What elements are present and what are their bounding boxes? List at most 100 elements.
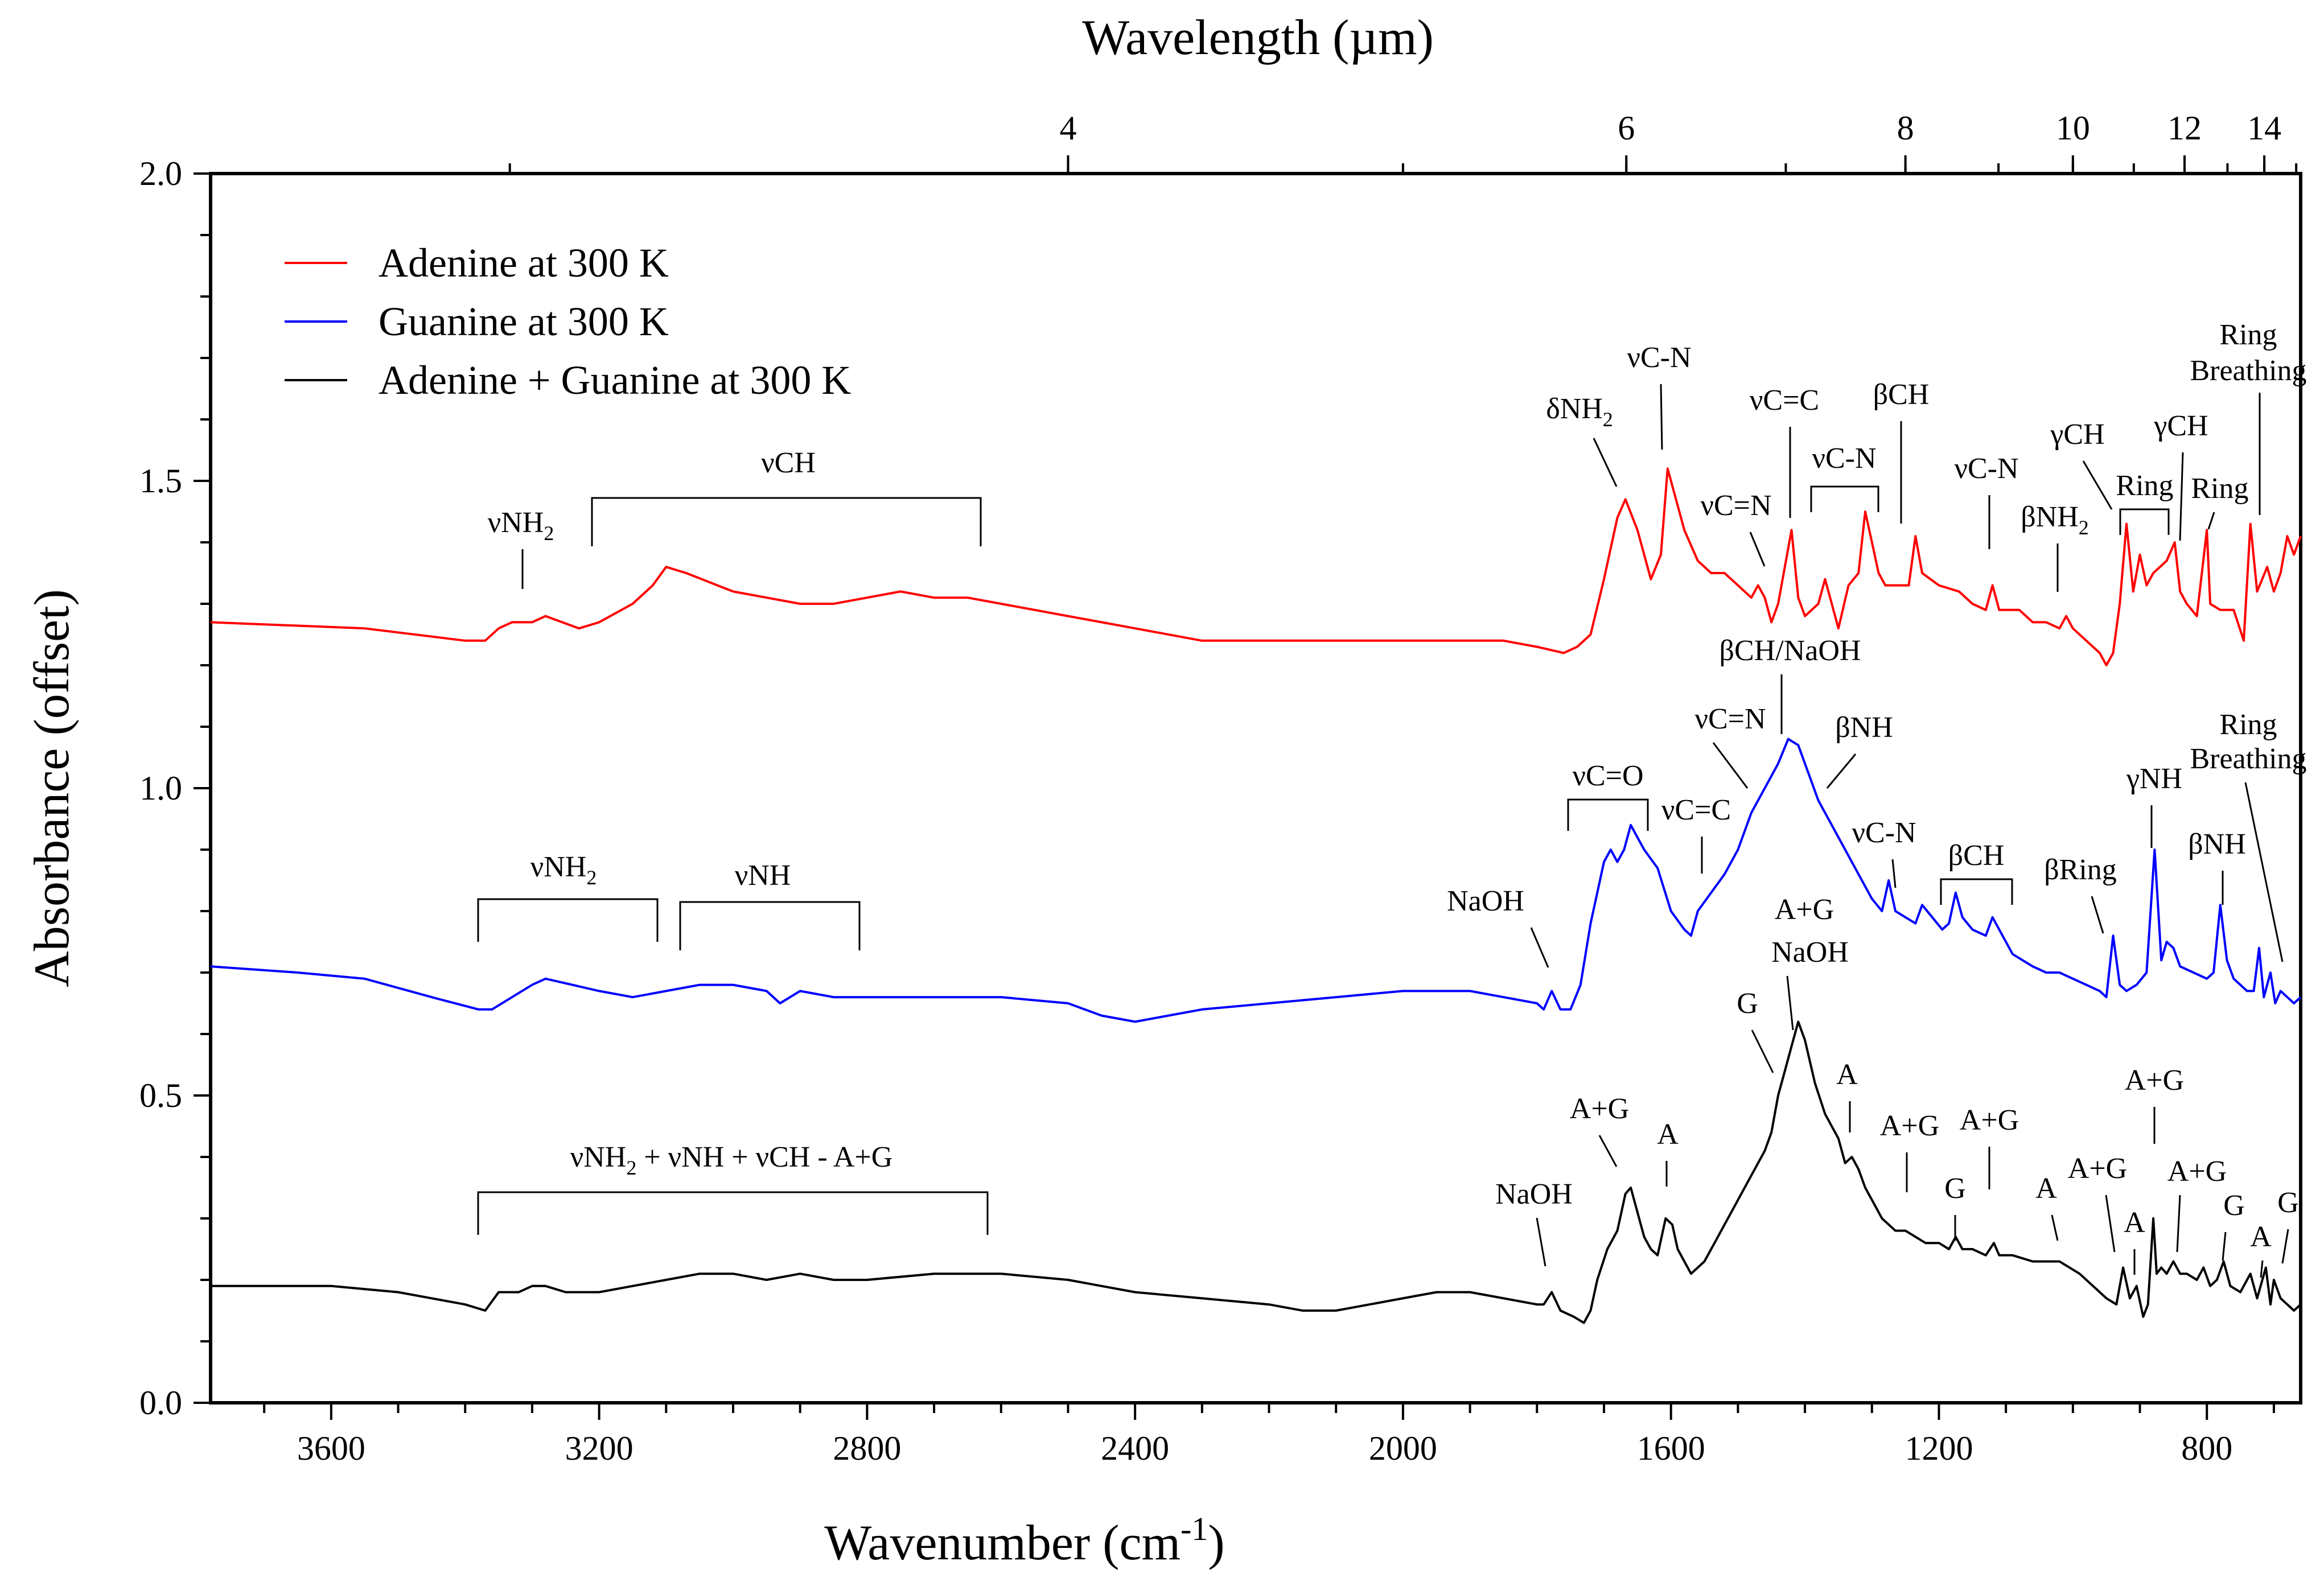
top-tick-label: 6 <box>1618 109 1635 147</box>
series-line-adenine <box>210 467 2302 666</box>
annotation-line <box>2176 1195 2181 1253</box>
annotation-adenine-ring_breathing_2: Breathing <box>2190 355 2306 387</box>
annotation-mixture-a_4: A <box>2124 1206 2145 1239</box>
legend-label-guanine: Guanine at 300 K <box>379 299 669 344</box>
annotation-guanine-nu_c_eq_c: νC=C <box>1661 794 1731 826</box>
annotation-mixture-a_3: A <box>2035 1172 2057 1205</box>
top-tick-label: 12 <box>2167 109 2202 147</box>
annotation-adenine-nu_cn_a: νC-N <box>1627 341 1691 374</box>
annotation-line <box>1593 438 1618 487</box>
annotation-line <box>1536 1217 1546 1267</box>
annotation-guanine-nu_cn: νC-N <box>1852 817 1916 849</box>
annotation-line <box>1598 1135 1618 1167</box>
annotation-line <box>2222 1231 2227 1261</box>
x-tick-label: 3200 <box>565 1430 634 1467</box>
annotation-mixture-g_4: G <box>2277 1187 2299 1219</box>
annotation-line <box>2260 1260 2264 1278</box>
annotation-line <box>2091 896 2104 934</box>
annotation-adenine-ring_b: Ring <box>2191 472 2248 505</box>
annotation-guanine-beta_nh_b: βNH <box>2188 828 2246 860</box>
top-tick-label: 4 <box>1059 109 1076 147</box>
y-tick-label: 0.5 <box>139 1077 182 1114</box>
y-axis-ticks: 0.0 0.5 1.0 1.5 2.0 <box>139 155 211 1422</box>
annotation-mixture-g_3: G <box>2223 1189 2245 1222</box>
x-axis-title: Wavenumber (cm-1) <box>824 1510 1224 1571</box>
annotation-bracket <box>679 901 861 950</box>
annotation-mixture-bracket-label: νNH2 + νNH + νCH - A+G <box>570 1141 893 1179</box>
annotation-mixture-g_1: G <box>1737 987 1758 1020</box>
y-tick-label: 0.0 <box>139 1384 182 1422</box>
annotation-guanine-ring_breathing_2: Breathing <box>2190 743 2306 775</box>
top-tick-label: 10 <box>2056 109 2090 147</box>
annotation-line <box>1826 753 1857 789</box>
legend: Adenine at 300 K Guanine at 300 K Adenin… <box>285 240 851 403</box>
annotation-adenine-nu_nh2: νNH2 <box>488 506 554 545</box>
annotation-adenine-gamma_ch_b: γCH <box>2153 410 2208 442</box>
annotation-line <box>2207 512 2215 530</box>
annotation-guanine-nu_nh2: νNH2 <box>530 851 597 889</box>
annotation-line <box>1751 1029 1774 1073</box>
annotation-guanine-beta_nh_a: βNH <box>1835 711 1893 744</box>
annotation-mixture-naoh: NaOH <box>1495 1178 1573 1210</box>
annotation-bracket <box>477 898 659 942</box>
annotation-mixture-ag_7: A+G <box>2167 1155 2227 1188</box>
annotation-line <box>1712 742 1749 789</box>
annotation-adenine-beta_nh2: βNH2 <box>2021 501 2089 539</box>
x-tick-label: 1600 <box>1637 1430 1705 1467</box>
annotation-adenine-gamma_ch_a: γCH <box>2050 418 2104 451</box>
annotation-guanine-nu_nh: νNH <box>735 859 791 892</box>
annotation-line <box>2051 1214 2059 1241</box>
annotation-guanine-naoh: NaOH <box>1447 885 1524 917</box>
annotation-bracket <box>477 1191 989 1235</box>
x-tick-label: 2400 <box>1101 1430 1169 1467</box>
series-line-mixture <box>211 1020 2302 1324</box>
x-axis-ticks: 3600 3200 2800 2400 2000 1600 1200 800 <box>263 1403 2275 1467</box>
annotation-bracket <box>1567 798 1649 831</box>
legend-label-adenine: Adenine at 300 K <box>379 240 669 286</box>
annotation-mixture-a_5: A <box>2250 1221 2272 1253</box>
annotation-line <box>2244 782 2284 962</box>
legend-label-mixture: Adenine + Guanine at 300 K <box>379 357 851 403</box>
annotation-bracket <box>591 497 982 546</box>
x-tick-label: 1200 <box>1905 1430 1973 1467</box>
annotation-line <box>2281 1229 2289 1264</box>
y-tick-label: 1.0 <box>139 769 182 807</box>
x-axis-title-sup: -1 <box>1180 1510 1208 1547</box>
annotation-guanine-ring_breathing_1: Ring <box>2219 709 2277 741</box>
annotation-adenine-nu_ch: νCH <box>761 447 816 479</box>
annotation-mixture-ag_4: A+G <box>1960 1104 2019 1136</box>
annotation-mixture-a_2: A <box>1836 1058 1858 1091</box>
annotation-adenine-nu_cn_b: νC-N <box>1812 442 1876 475</box>
annotation-bracket <box>2119 508 2170 535</box>
annotation-guanine-beta_ch_naoh: βCH/NaOH <box>1720 635 1861 667</box>
annotation-guanine-beta_ring: βRing <box>2044 854 2117 886</box>
annotation-line <box>1891 859 1897 888</box>
annotation-guanine-nu_c_eq_n: νC=N <box>1694 703 1766 735</box>
x-tick-label: 2800 <box>833 1430 901 1467</box>
annotation-mixture-ag_2: A+G <box>1775 893 1834 926</box>
annotation-line <box>2179 452 2184 541</box>
series-line-guanine <box>210 738 2302 1023</box>
annotation-adenine-delta_nh2: δNH2 <box>1546 393 1613 431</box>
annotation-adenine-nu_c_eq_c: νC=C <box>1750 384 1819 417</box>
annotation-guanine-gamma_nh: γNH <box>2126 763 2182 795</box>
top-tick-label: 14 <box>2247 109 2281 147</box>
annotation-line <box>1749 532 1766 567</box>
x-tick-label: 3600 <box>297 1430 365 1467</box>
annotation-mixture-ag_3: A+G <box>1880 1110 1939 1142</box>
annotation-adenine-ring_breathing_1: Ring <box>2219 319 2277 351</box>
annotation-line <box>2105 1195 2116 1253</box>
series-layer <box>210 467 2302 1324</box>
annotation-bracket <box>1810 485 1879 512</box>
annotation-line <box>1530 927 1549 968</box>
annotation-line <box>1660 384 1663 450</box>
annotation-mixture-ag_5: A+G <box>2068 1152 2127 1185</box>
x-axis-title-end: ) <box>1208 1515 1224 1571</box>
top-tick-label: 8 <box>1897 109 1914 147</box>
annotation-layer: νNH2νCHδNH2νC-NνC=NνC=CνC-NβCHνC-NβNH2γC… <box>477 319 2307 1278</box>
x-axis-title-main: Wavenumber (cm <box>824 1515 1180 1571</box>
x-tick-label: 2000 <box>1369 1430 1437 1467</box>
annotation-bracket <box>1940 878 2013 905</box>
annotation-line <box>1786 975 1794 1031</box>
